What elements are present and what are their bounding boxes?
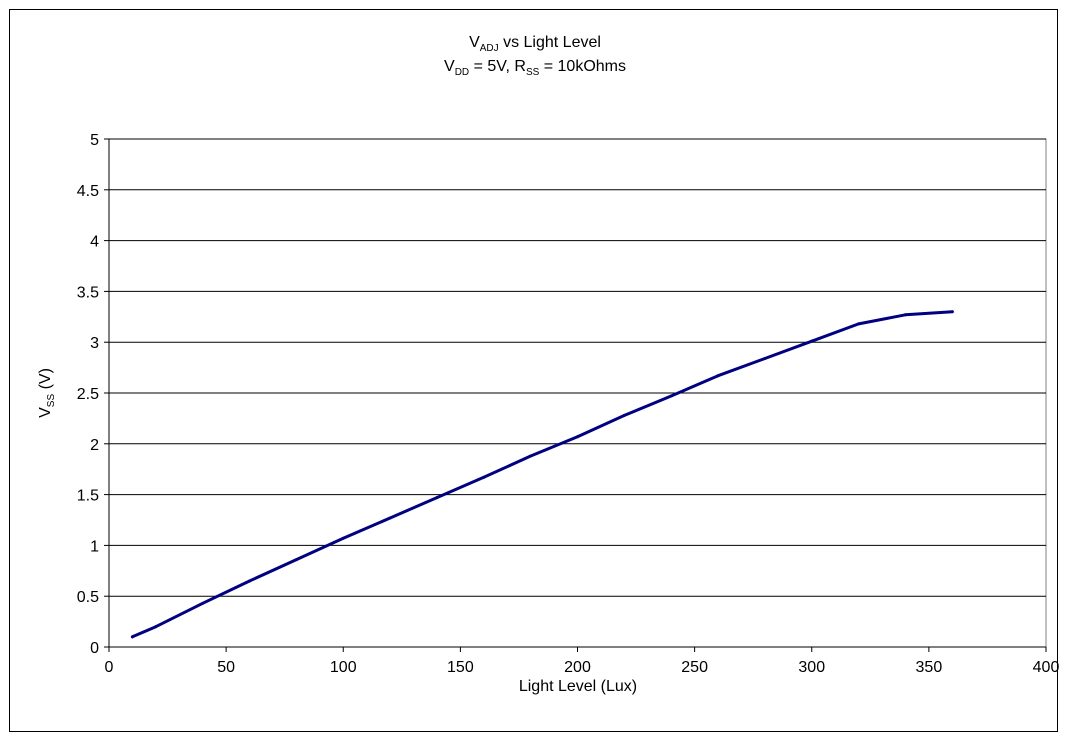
x-tick-label: 400 xyxy=(1033,659,1060,676)
chart-title: VADJ vs Light Level VDD = 5V, RSS = 10kO… xyxy=(444,34,626,78)
data-point xyxy=(482,475,486,479)
data-point xyxy=(950,310,954,314)
data-point xyxy=(763,356,767,360)
x-tick-label: 350 xyxy=(916,659,943,676)
y-tick-label: 4 xyxy=(90,234,99,251)
x-tick-label: 0 xyxy=(105,659,114,676)
data-point xyxy=(248,579,252,583)
title-subscript-adj: ADJ xyxy=(480,43,499,54)
data-point xyxy=(669,394,673,398)
y-tick-label: 2 xyxy=(90,437,99,454)
x-tick-label: 300 xyxy=(798,659,825,676)
data-point xyxy=(388,516,392,520)
x-tick-label: 250 xyxy=(681,659,708,676)
y-tick-label: 3 xyxy=(90,335,99,352)
y-tick-label: 1 xyxy=(90,538,99,555)
x-tick-label: 100 xyxy=(330,659,357,676)
data-point xyxy=(716,374,720,378)
data-point xyxy=(435,496,439,500)
series-layer xyxy=(130,310,954,639)
y-label-subscript-ss: SS xyxy=(46,394,57,408)
data-point xyxy=(576,435,579,439)
x-tick-label: 200 xyxy=(564,659,591,676)
data-point xyxy=(154,625,158,629)
data-point xyxy=(810,339,814,343)
y-tick-label: 5 xyxy=(90,132,99,149)
y-axis-label: VSS (V) xyxy=(37,368,57,418)
x-axis-label: Light Level (Lux) xyxy=(519,678,637,695)
title-subscript-ss: SS xyxy=(526,67,540,78)
grid-lines xyxy=(109,138,1046,597)
data-point xyxy=(130,635,134,639)
data-point xyxy=(341,536,345,540)
y-tick-label: 4.5 xyxy=(77,183,99,200)
data-point xyxy=(857,322,861,326)
x-axis-ticks: 0 50 100 150 200 250 300 350 400 xyxy=(105,647,1060,676)
x-tick-label: 50 xyxy=(217,659,235,676)
data-point xyxy=(294,558,298,562)
y-tick-label: 1.5 xyxy=(77,488,99,505)
x-tick-label: 150 xyxy=(447,659,474,676)
y-tick-label: 3.5 xyxy=(77,284,99,301)
y-axis-ticks: 0 0.5 1 1.5 2 2.5 3 3.5 4 4.5 5 xyxy=(77,132,109,657)
y-tick-label: 0 xyxy=(90,640,99,657)
chart-title-line1: VADJ vs Light Level xyxy=(469,34,601,54)
y-tick-label: 2.5 xyxy=(77,386,99,403)
y-tick-label: 0.5 xyxy=(77,589,99,606)
data-point xyxy=(529,454,533,458)
data-point xyxy=(201,601,205,605)
title-subscript-dd: DD xyxy=(455,67,469,78)
data-point xyxy=(622,413,626,417)
data-point xyxy=(903,313,907,317)
chart-title-line2: VDD = 5V, RSS = 10kOhms xyxy=(444,58,626,78)
